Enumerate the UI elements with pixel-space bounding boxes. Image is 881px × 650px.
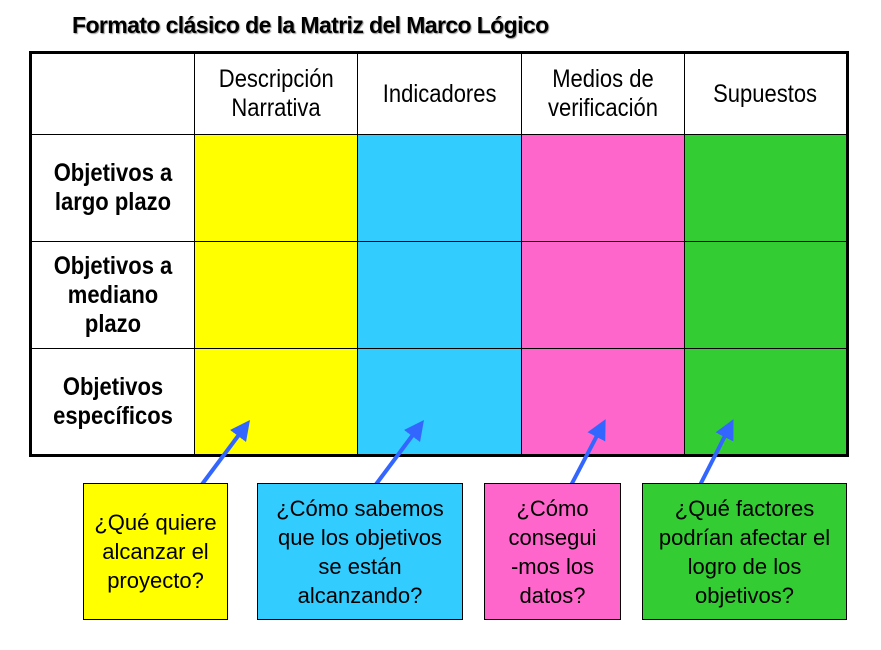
cell-narrativa [193,241,359,349]
arrow-icon [369,419,424,493]
question-box-supuestos: ¿Qué factores podrían afectar el logro d… [642,483,847,620]
matrix-row: Objetivos específicos [30,348,849,456]
cell-supuestos [683,134,849,242]
cell-indicadores [357,134,522,242]
question-text: ¿Cómo consegui-mos los datos? [508,495,597,608]
column-header-narrativa: Descripción Narrativa [193,52,359,135]
header-row: Descripción Narrativa Indicadores Medios… [30,52,849,135]
cell-indicadores [357,241,522,349]
arrow-icon [695,419,734,492]
arrow-icon [195,419,250,493]
logical-framework-matrix: Descripción Narrativa Indicadores Medios… [29,51,849,457]
cell-narrativa [193,348,359,456]
question-box-indicadores: ¿Cómo sabemos que los objetivos se están… [257,483,463,620]
cell-supuestos [683,348,849,456]
arrow-icon [566,419,606,492]
question-box-medios: ¿Cómo consegui-mos los datos? [484,483,621,620]
matrix-row: Objetivos a largo plazo [30,134,849,242]
question-text: ¿Qué factores podrían afectar el logro d… [658,495,831,608]
question-text: ¿Cómo sabemos que los objetivos se están… [276,495,444,608]
column-header-supuestos: Supuestos [683,52,849,135]
page-title: Formato clásico de la Matriz del Marco L… [72,12,549,38]
question-box-narrativa: ¿Qué quiere alcanzar el proyecto? [83,483,228,620]
cell-medios [520,134,685,242]
row-label: Objetivos específicos [30,348,195,456]
column-header-indicadores: Indicadores [357,52,522,135]
cell-narrativa [193,134,359,242]
question-text: ¿Qué quiere alcanzar el proyecto? [94,510,217,593]
cell-indicadores [357,348,522,456]
matrix-row: Objetivos a mediano plazo [30,241,849,349]
cell-supuestos [683,241,849,349]
column-header-medios: Medios de verificación [520,52,685,135]
cell-medios [520,241,685,349]
